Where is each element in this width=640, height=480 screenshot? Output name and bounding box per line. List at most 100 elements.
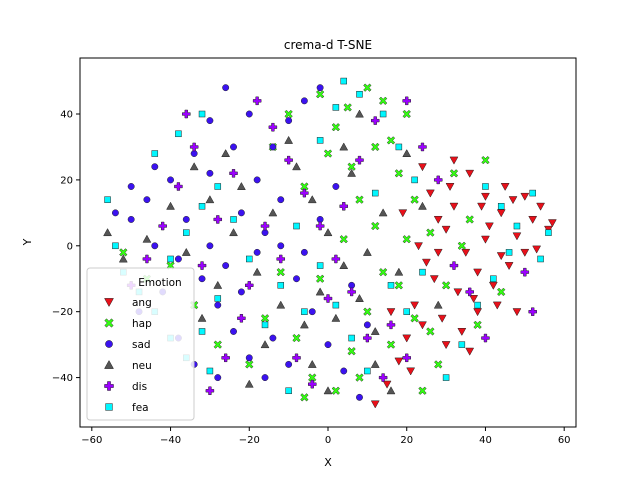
series-sad — [111, 84, 371, 401]
point-fea-42 — [490, 275, 497, 282]
point-ang-47 — [449, 202, 459, 211]
point-dis-27 — [465, 287, 474, 297]
legend-marker-neu — [104, 359, 114, 369]
x-axis: −60 −40 −20 0 20 40 60 — [81, 427, 571, 446]
point-fea-17 — [379, 110, 387, 118]
point-ang-2 — [512, 232, 522, 241]
point-fea-28 — [293, 222, 300, 230]
point-dis-23 — [402, 96, 411, 106]
point-fea-39 — [545, 229, 552, 236]
point-ang-12 — [441, 341, 451, 350]
point-dis-8 — [378, 373, 388, 382]
point-neu-0 — [292, 162, 301, 171]
point-hap-46 — [497, 287, 506, 297]
point-hap-49 — [402, 235, 411, 244]
point-sad-31 — [230, 143, 237, 151]
point-ang-44 — [496, 252, 506, 261]
point-dis-3 — [300, 188, 309, 198]
point-ang-48 — [433, 248, 443, 257]
point-fea-0 — [104, 196, 111, 203]
point-fea-16 — [356, 90, 363, 98]
point-sad-10 — [230, 328, 237, 335]
point-fea-23 — [364, 367, 371, 375]
point-hap-7 — [363, 307, 372, 316]
point-sad-17 — [300, 97, 308, 105]
point-neu-24 — [299, 320, 309, 329]
point-hap-5 — [426, 228, 435, 237]
point-neu-38 — [205, 195, 215, 204]
point-ang-0 — [528, 215, 538, 224]
point-hap-28 — [276, 267, 285, 277]
point-dis-29 — [520, 267, 530, 277]
point-fea-21 — [332, 301, 340, 309]
point-ang-38 — [398, 209, 408, 218]
point-ang-19 — [394, 357, 404, 366]
point-neu-29 — [197, 313, 207, 322]
point-sad-27 — [222, 262, 230, 270]
point-neu-39 — [189, 162, 199, 171]
point-neu-21 — [362, 247, 372, 256]
point-hap-20 — [323, 149, 333, 158]
point-ang-17 — [410, 301, 420, 310]
point-dis-9 — [237, 314, 246, 323]
point-sad-32 — [245, 110, 253, 118]
point-hap-43 — [300, 393, 309, 402]
point-sad-11 — [245, 354, 253, 362]
point-hap-9 — [331, 386, 341, 395]
point-hap-16 — [402, 109, 411, 119]
point-ang-32 — [492, 301, 502, 310]
point-hap-6 — [378, 267, 388, 277]
plot-points — [103, 77, 557, 409]
point-ang-14 — [500, 183, 510, 192]
point-hap-0 — [363, 83, 372, 92]
point-ang-3 — [496, 209, 506, 218]
point-ang-8 — [504, 262, 514, 271]
point-ang-34 — [477, 202, 486, 211]
point-sad-46 — [127, 183, 135, 190]
point-ang-10 — [473, 308, 483, 317]
point-hap-17 — [284, 109, 293, 119]
point-neu-17 — [166, 201, 175, 210]
point-sad-23 — [340, 367, 348, 375]
point-sad-5 — [127, 215, 135, 223]
point-dis-6 — [347, 287, 356, 297]
point-dis-36 — [402, 353, 411, 363]
point-sad-49 — [285, 360, 293, 368]
point-neu-28 — [284, 135, 294, 144]
point-dis-35 — [386, 320, 396, 330]
point-dis-13 — [174, 182, 183, 191]
point-ang-46 — [469, 295, 479, 304]
point-sad-22 — [324, 341, 332, 349]
point-hap-47 — [465, 215, 474, 224]
point-sad-14 — [253, 176, 261, 184]
legend-label-sad: sad — [132, 339, 151, 351]
point-dis-33 — [245, 281, 254, 290]
point-hap-21 — [441, 281, 451, 290]
x-tick-label-60: 60 — [558, 435, 571, 446]
point-hap-37 — [331, 123, 341, 132]
point-ang-15 — [433, 215, 443, 224]
x-axis-label: X — [324, 456, 332, 469]
legend-marker-ang — [104, 298, 114, 308]
point-fea-38 — [529, 189, 536, 197]
x-tick-label--20: −20 — [239, 435, 260, 446]
point-hap-14 — [355, 195, 364, 204]
point-hap-23 — [473, 320, 482, 330]
y-tick-label-40: 40 — [60, 110, 73, 121]
point-sad-36 — [316, 215, 324, 223]
point-ang-11 — [457, 328, 467, 336]
point-fea-32 — [230, 216, 237, 223]
legend-label-dis: dis — [132, 381, 147, 393]
x-tick-label--40: −40 — [160, 435, 181, 446]
point-dis-39 — [182, 109, 191, 119]
point-sad-18 — [316, 84, 324, 92]
point-dis-5 — [331, 254, 341, 264]
point-ang-5 — [465, 169, 475, 178]
point-hap-11 — [292, 333, 301, 343]
point-ang-29 — [473, 268, 483, 277]
point-ang-20 — [382, 380, 392, 389]
point-fea-7 — [206, 367, 214, 375]
point-hap-8 — [347, 347, 356, 356]
chart-title: crema-d T-SNE — [284, 38, 372, 52]
point-hap-13 — [339, 235, 348, 244]
